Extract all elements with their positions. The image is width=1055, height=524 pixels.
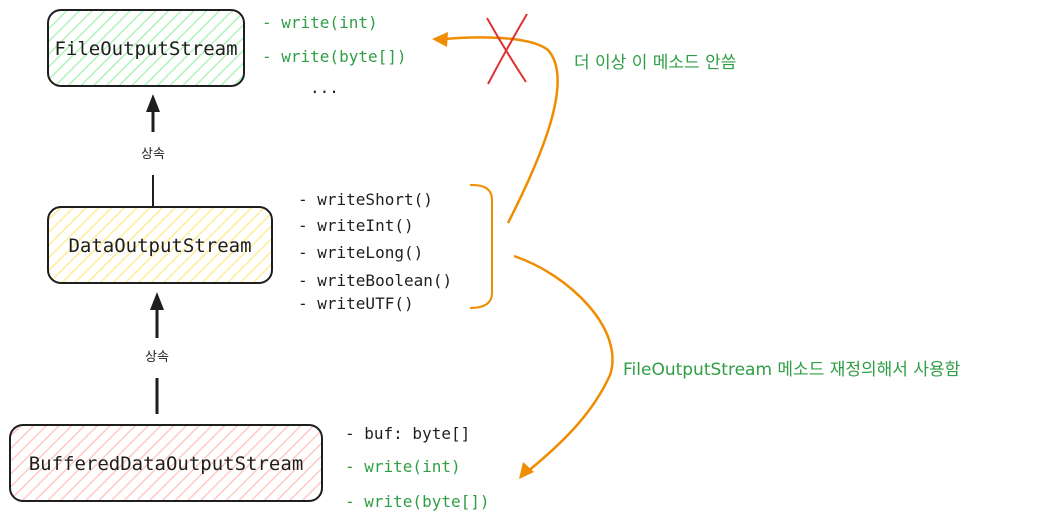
inheritance-label-lower: 상속 <box>145 350 169 365</box>
buffered-method-write-bytes: - write(byte[]) <box>345 492 490 511</box>
data-method-write-utf: - writeUTF() <box>298 294 414 313</box>
file-output-stream-box: FileOutputStream <box>48 10 244 86</box>
methods-bracket <box>470 185 492 308</box>
buffered-method-write-int: - write(int) <box>345 457 461 476</box>
file-method-write-int: - write(int) <box>262 13 378 32</box>
data-method-write-short: - writeShort() <box>298 190 433 209</box>
data-method-write-boolean: - writeBoolean() <box>298 271 452 290</box>
buffered-data-output-stream-box: BufferedDataOutputStream <box>10 425 322 501</box>
arrowhead-down-left-icon <box>519 462 534 479</box>
redefined-methods-arrow <box>514 256 613 479</box>
data-method-write-long: - writeLong() <box>298 243 423 262</box>
note-no-longer-used: 더 이상 이 메소드 안씀 <box>574 53 736 73</box>
inheritance-label-upper: 상속 <box>141 147 165 162</box>
data-output-stream-label: DataOutputStream <box>68 235 251 257</box>
arrowhead-up-icon <box>146 94 160 112</box>
unused-methods-arrow <box>432 32 558 223</box>
file-method-write-bytes: - write(byte[]) <box>262 47 407 66</box>
buffered-field-buf: - buf: byte[] <box>345 424 470 443</box>
data-output-stream-box: DataOutputStream <box>48 207 272 283</box>
file-output-stream-label: FileOutputStream <box>54 38 237 60</box>
note-redefined: FileOutputStream 메소드 재정의해서 사용함 <box>623 360 961 380</box>
buffered-data-output-stream-label: BufferedDataOutputStream <box>29 453 304 475</box>
data-method-write-int: - writeInt() <box>298 216 414 235</box>
cross-mark-icon <box>487 14 527 84</box>
file-method-ellipsis: ... <box>310 78 339 97</box>
arrowhead-up-icon <box>150 292 164 310</box>
arrowhead-left-icon <box>432 32 448 47</box>
